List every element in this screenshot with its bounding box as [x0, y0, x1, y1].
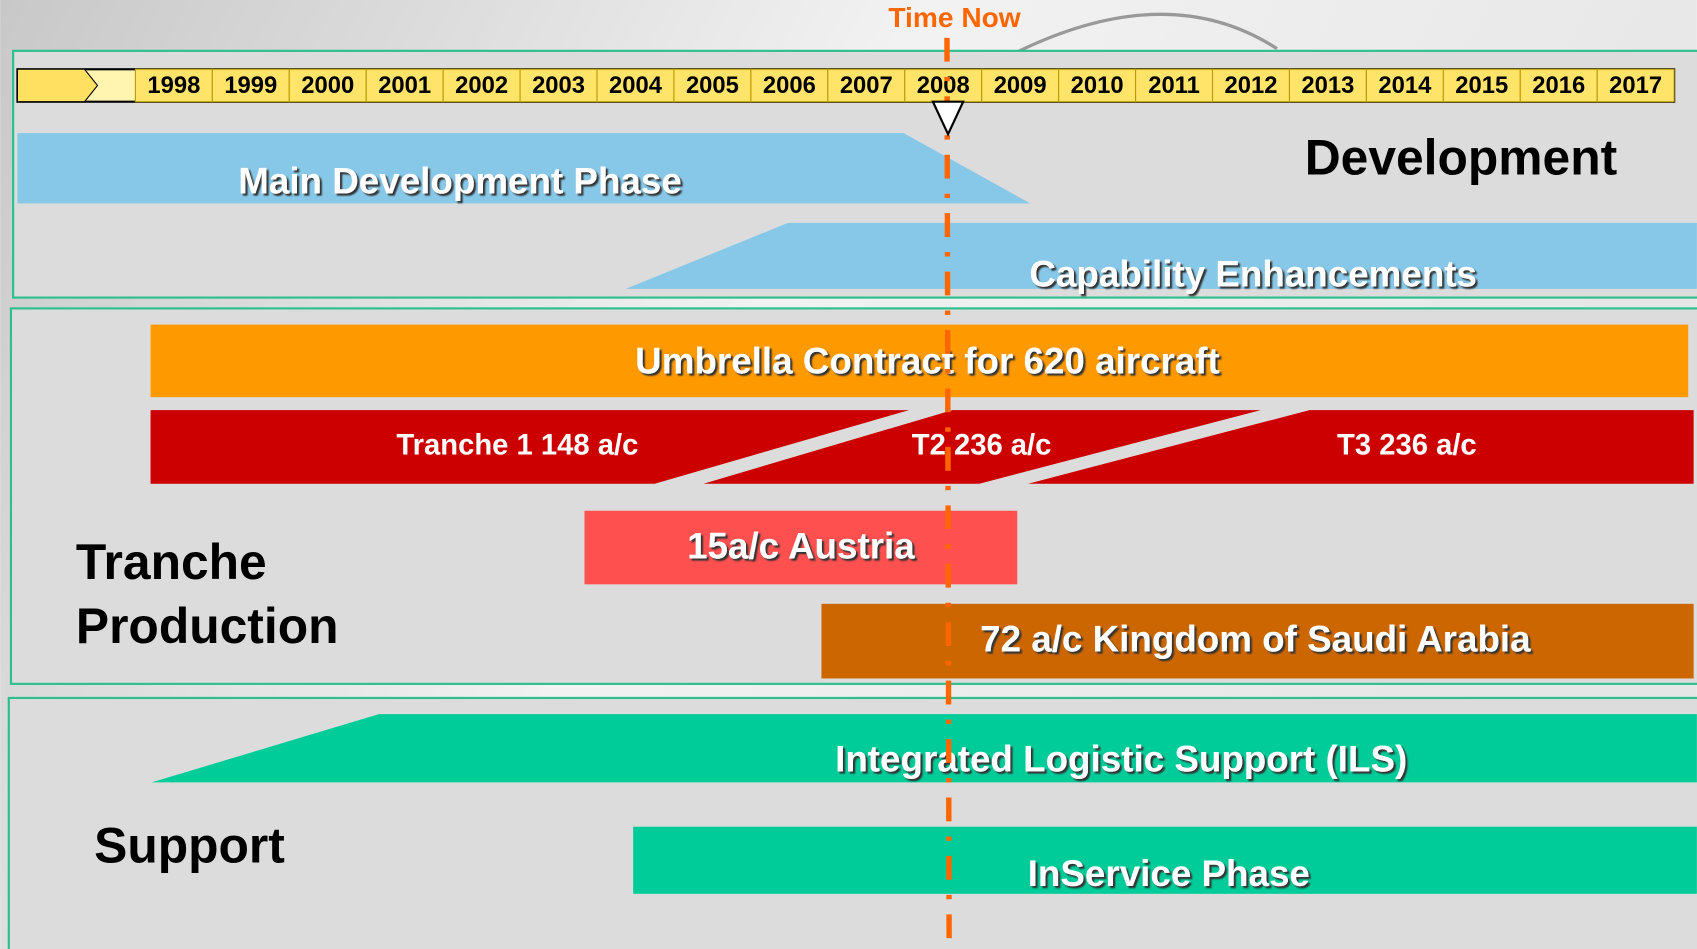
year-label: 2016	[1532, 72, 1585, 99]
year-cell	[211, 68, 290, 103]
year-label: 2011	[1148, 72, 1200, 99]
year-cell	[1058, 68, 1137, 103]
year-cell	[673, 68, 752, 103]
umbrella-bar	[150, 324, 1689, 398]
export-label: 72 a/c Kingdom of Saudi Arabia	[980, 618, 1531, 659]
tranche-label: Tranche 1 148 a/c	[396, 430, 638, 462]
year-label: 2003	[532, 72, 585, 99]
year-label: 2006	[763, 72, 816, 99]
year-label: 2004	[609, 72, 663, 99]
year-label: 2009	[994, 72, 1047, 99]
austria-bar	[584, 510, 1018, 585]
export-label: 15a/c Austria	[687, 525, 915, 566]
section-label: Development	[1305, 129, 1618, 185]
tranche-label: T3 236 a/c	[1337, 430, 1477, 462]
year-label: 1999	[224, 72, 277, 99]
year-label: 2002	[455, 72, 508, 99]
section-label: Support	[94, 818, 285, 874]
year-label: 2000	[301, 72, 354, 99]
year-group: 1998 1999 2000 2001 2002 2003 2004 2005 2006 2007…	[134, 68, 1675, 103]
phase-label: Main Development Phase	[238, 161, 682, 202]
inservice-bar	[633, 826, 1697, 894]
phase-label: InService Phase	[1028, 853, 1310, 894]
year-cell	[134, 68, 213, 103]
decor-arc	[1016, 12, 1278, 54]
year-cell	[1442, 68, 1521, 103]
year-cell	[827, 68, 906, 103]
year-cell	[1596, 68, 1675, 103]
year-label: 2012	[1225, 72, 1278, 99]
year-label: 2008	[917, 72, 970, 99]
phase-label: Integrated Logistic Support (ILS)	[835, 739, 1407, 780]
time-now-label: Time Now	[888, 2, 1020, 33]
year-arrow	[16, 68, 99, 103]
year-label: 2001	[378, 72, 431, 99]
main-development-bar	[17, 133, 1031, 204]
section-label: Tranche	[76, 534, 267, 590]
year-label: 2005	[686, 72, 739, 99]
year-cell	[1519, 68, 1598, 103]
tranche-bar	[150, 410, 910, 484]
year-cell	[519, 68, 598, 103]
year-cell	[288, 68, 367, 103]
year-label: 2014	[1378, 72, 1432, 99]
year-label: 1998	[147, 72, 200, 99]
capability-bar	[625, 222, 1697, 289]
year-cell	[904, 68, 983, 103]
year-cell	[1288, 68, 1367, 103]
ils-bar	[151, 714, 1697, 783]
contract-label: Umbrella Contract for 620 aircraft	[635, 340, 1220, 381]
year-label: 2007	[840, 72, 893, 99]
tranche-bar	[1028, 410, 1694, 484]
saudi-bar	[821, 603, 1694, 679]
phase-label: Capability Enhancements	[1029, 254, 1477, 295]
year-label: 2015	[1455, 72, 1508, 99]
year-cell	[1365, 68, 1444, 103]
section-label: Production	[76, 598, 339, 654]
year-label: 2013	[1301, 72, 1354, 99]
year-label: 2010	[1071, 72, 1124, 99]
tranche-label: T2 236 a/c	[912, 430, 1052, 462]
tranche-bar	[703, 410, 1261, 484]
year-label: 2017	[1609, 72, 1662, 99]
year-cell	[1135, 68, 1214, 103]
time-now-marker	[931, 100, 965, 137]
